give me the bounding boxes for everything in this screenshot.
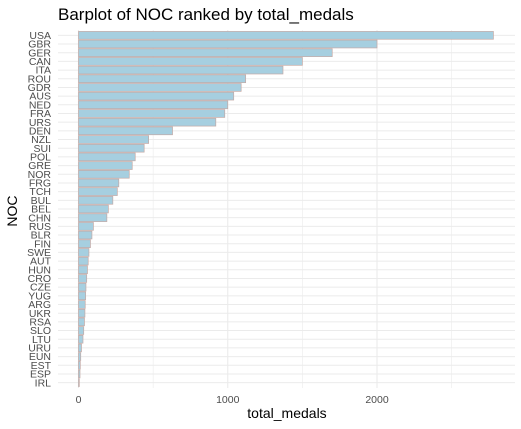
- bar-frg: [78, 178, 120, 188]
- category-label-tch: TCH: [29, 186, 51, 198]
- bar-yug: [78, 291, 87, 301]
- category-label-cze: CZE: [30, 282, 51, 294]
- bar-esp: [78, 369, 81, 379]
- category-label-ned: NED: [29, 99, 52, 111]
- bar-bul: [78, 196, 114, 205]
- bar-urs: [78, 117, 217, 127]
- category-label-den: DEN: [29, 125, 51, 137]
- bar-blr: [78, 230, 93, 240]
- bar-gdr: [78, 83, 242, 92]
- bar-bel: [78, 204, 109, 214]
- bar-hun: [78, 265, 88, 275]
- category-label-pol: POL: [30, 152, 51, 164]
- bar-sui: [78, 143, 145, 153]
- bar-usa: [78, 31, 494, 40]
- bar-cze: [78, 282, 87, 292]
- bar-rou: [78, 74, 247, 84]
- bar-den: [78, 126, 173, 136]
- category-label-bel: BEL: [31, 204, 51, 216]
- category-labels: USAGBRGERCANITAROUGDRAUSNEDFRAURSDENNZLS…: [27, 30, 52, 389]
- bar-tch: [78, 187, 118, 196]
- bar-arg: [78, 300, 86, 309]
- bar-gre: [78, 161, 133, 170]
- category-label-uru: URU: [28, 343, 51, 355]
- bar-nzl: [78, 135, 149, 144]
- category-label-gbr: GBR: [28, 39, 51, 51]
- bar-irl: [78, 378, 80, 387]
- bar-cro: [78, 274, 88, 283]
- category-label-ltu: LTU: [32, 334, 51, 346]
- bar-rus: [78, 222, 94, 231]
- bar-slo: [78, 326, 85, 335]
- bar-ukr: [78, 308, 86, 318]
- category-label-rus: RUS: [29, 221, 51, 233]
- category-label-gdr: GDR: [28, 82, 52, 94]
- bar-can: [78, 57, 303, 66]
- bar-uru: [78, 343, 82, 353]
- category-label-irl: IRL: [35, 377, 52, 389]
- bar-eun: [78, 352, 82, 361]
- category-label-chn: CHN: [28, 212, 51, 224]
- category-label-nzl: NZL: [31, 134, 51, 146]
- bar-swe: [78, 248, 90, 257]
- bar-ned: [78, 100, 229, 110]
- y-axis-title: NOC: [4, 195, 20, 226]
- bar-aut: [78, 256, 89, 266]
- category-label-aus: AUS: [29, 91, 51, 103]
- bar-aus: [78, 91, 235, 101]
- bar-ltu: [78, 334, 84, 344]
- category-label-esp: ESP: [30, 369, 51, 381]
- bar-pol: [78, 152, 136, 162]
- bar-fin: [78, 239, 91, 248]
- category-label-usa: USA: [29, 30, 51, 42]
- category-label-hun: HUN: [28, 264, 51, 276]
- bar-ger: [78, 48, 333, 57]
- category-label-ukr: UKR: [29, 308, 52, 320]
- bar-fra: [78, 109, 226, 118]
- category-label-blr: BLR: [31, 230, 52, 242]
- bar-gbr: [78, 39, 378, 49]
- bar-est: [78, 361, 81, 370]
- category-label-urs: URS: [29, 117, 51, 129]
- category-label-arg: ARG: [28, 299, 51, 311]
- category-label-can: CAN: [29, 56, 51, 68]
- category-label-nor: NOR: [28, 169, 52, 181]
- category-label-ger: GER: [28, 47, 51, 59]
- category-label-cro: CRO: [28, 273, 51, 285]
- chart-title: Barplot of NOC ranked by total_medals: [58, 5, 354, 24]
- category-label-gre: GRE: [28, 160, 51, 172]
- category-label-bul: BUL: [31, 195, 52, 207]
- category-label-fra: FRA: [30, 108, 51, 120]
- category-label-est: EST: [31, 360, 52, 372]
- x-axis-title: total_medals: [247, 405, 326, 421]
- category-label-slo: SLO: [30, 325, 51, 337]
- category-label-yug: YUG: [28, 290, 51, 302]
- category-label-aut: AUT: [30, 256, 52, 268]
- category-label-ita: ITA: [35, 65, 51, 77]
- bar-ita: [78, 65, 284, 75]
- bar-chn: [78, 213, 108, 222]
- x-tick-label: 0: [76, 394, 82, 406]
- category-label-fin: FIN: [34, 238, 51, 250]
- category-label-rsa: RSA: [29, 316, 51, 328]
- bar-nor: [78, 170, 130, 179]
- x-tick-label: 2000: [365, 394, 389, 406]
- category-label-rou: ROU: [28, 73, 51, 85]
- category-label-swe: SWE: [27, 247, 51, 259]
- category-label-frg: FRG: [29, 178, 51, 190]
- category-label-eun: EUN: [29, 351, 51, 363]
- bar-rsa: [78, 317, 85, 327]
- bars: [78, 31, 494, 387]
- x-tick-labels: 0 1000 2000: [76, 394, 389, 406]
- x-tick-label: 1000: [216, 394, 240, 406]
- category-label-sui: SUI: [33, 143, 51, 155]
